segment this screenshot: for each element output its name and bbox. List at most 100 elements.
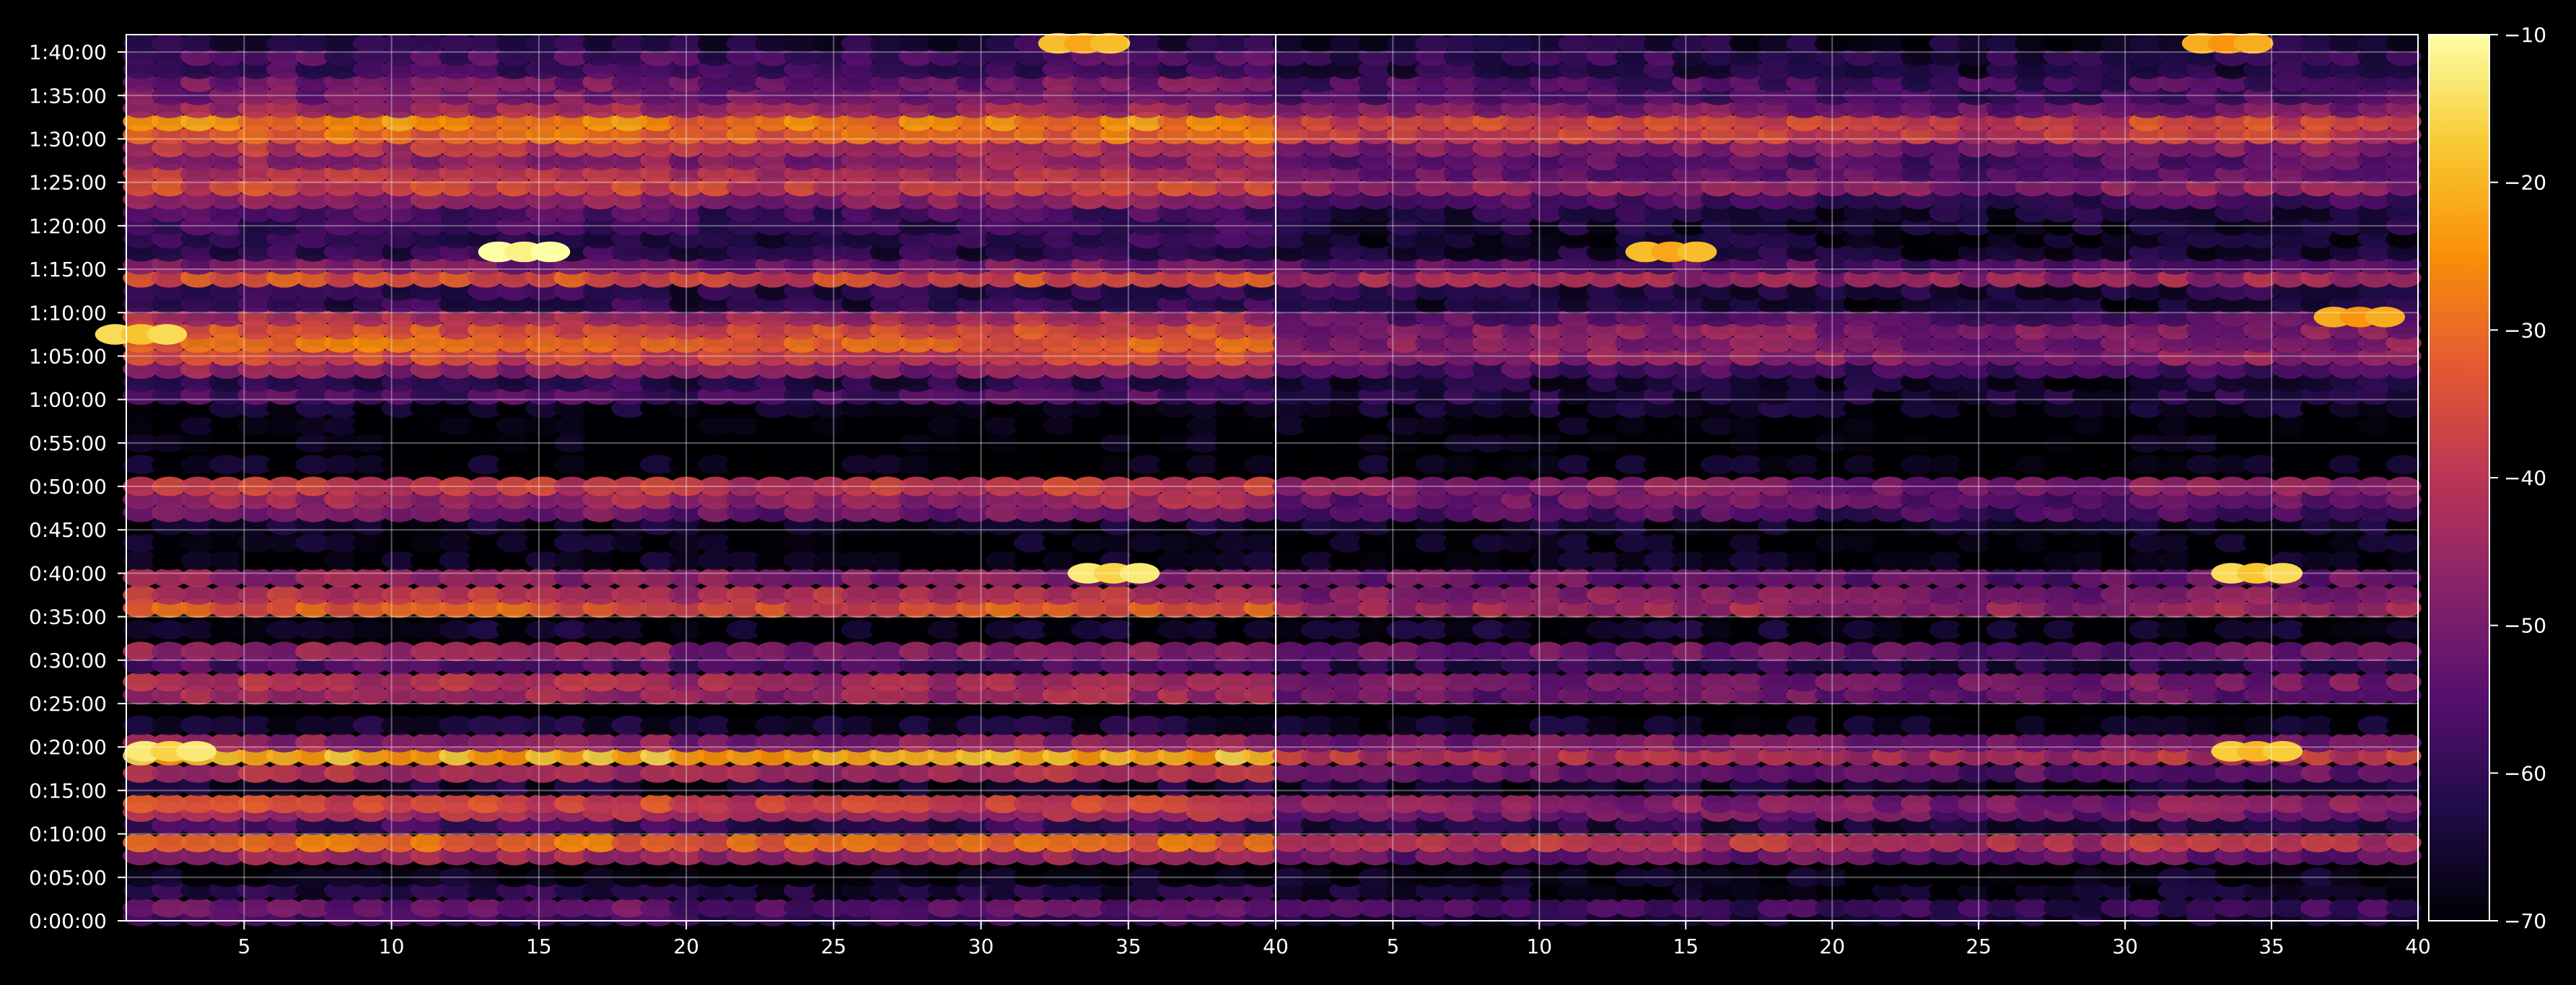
heatmap-cell bbox=[1129, 476, 1165, 496]
heatmap-cell bbox=[869, 642, 906, 662]
heatmap-cell bbox=[209, 763, 245, 783]
heatmap-cell bbox=[726, 455, 762, 475]
heatmap-cell bbox=[1042, 898, 1079, 918]
heatmap-cell bbox=[525, 433, 561, 453]
heatmap-cell bbox=[439, 867, 475, 888]
heatmap-cell bbox=[726, 568, 762, 587]
x-tick-label: 30 bbox=[968, 934, 994, 958]
heatmap-cell bbox=[1071, 455, 1107, 475]
heatmap-cell bbox=[553, 672, 590, 692]
heatmap-cell bbox=[237, 550, 273, 570]
heatmap-cell bbox=[697, 433, 734, 453]
heatmap-cell bbox=[237, 833, 273, 853]
heatmap-cell bbox=[668, 898, 705, 918]
heatmap-cell bbox=[1157, 867, 1193, 888]
heatmap-cell bbox=[784, 620, 820, 640]
heatmap-cell bbox=[324, 763, 360, 783]
heatmap-cell bbox=[152, 898, 188, 918]
heatmap-cell bbox=[668, 476, 705, 496]
heatmap-cell bbox=[869, 455, 906, 475]
heatmap-cell bbox=[352, 732, 389, 753]
heatmap-cell bbox=[726, 867, 762, 888]
heatmap-cell bbox=[1042, 585, 1079, 605]
heatmap-cell bbox=[468, 672, 504, 692]
x-tick-label: 20 bbox=[673, 934, 699, 958]
heatmap-cell bbox=[956, 732, 992, 753]
colorbar-tick-label: −60 bbox=[2504, 761, 2546, 785]
heatmap-cell bbox=[1129, 433, 1165, 453]
heatmap-cell bbox=[1129, 416, 1165, 436]
heatmap-cell bbox=[1129, 794, 1165, 813]
heatmap-cell bbox=[1157, 672, 1193, 692]
heatmap-cell bbox=[266, 416, 302, 436]
heatmap-cell bbox=[324, 550, 360, 570]
heatmap-cell bbox=[1157, 620, 1193, 640]
heatmap-cell bbox=[468, 620, 504, 640]
heatmap-cell bbox=[611, 585, 647, 605]
heatmap-cell bbox=[582, 585, 618, 605]
heatmap-cell bbox=[439, 568, 475, 587]
heatmap-cell bbox=[468, 833, 504, 853]
heatmap-cell bbox=[869, 568, 906, 587]
heatmap-panel-1 bbox=[95, 32, 1279, 927]
heatmap-cell bbox=[553, 585, 590, 605]
heatmap-cell bbox=[1186, 833, 1222, 853]
heatmap-cell bbox=[755, 533, 791, 553]
heatmap-cell bbox=[898, 455, 934, 475]
heatmap-cell bbox=[1042, 732, 1079, 753]
heatmap-cell bbox=[869, 550, 906, 570]
heatmap-cell bbox=[439, 732, 475, 753]
heatmap-cell bbox=[985, 672, 1021, 692]
heatmap-cell bbox=[525, 550, 561, 570]
heatmap-cell bbox=[869, 585, 906, 605]
heatmap-cell bbox=[898, 620, 934, 640]
heatmap-cell bbox=[1243, 568, 1279, 587]
x-tick-label: 40 bbox=[1263, 934, 1289, 958]
heatmap-cell bbox=[152, 642, 188, 662]
heatmap-cell bbox=[640, 715, 676, 735]
heatmap-cell bbox=[668, 416, 705, 436]
heatmap-cell bbox=[439, 898, 475, 918]
heatmap-cell bbox=[525, 715, 561, 735]
heatmap-cell bbox=[266, 433, 302, 453]
heatmap-cell bbox=[381, 763, 417, 783]
heatmap-cell bbox=[295, 763, 331, 783]
heatmap-cell bbox=[726, 715, 762, 735]
heatmap-cell bbox=[324, 476, 360, 496]
heatmap-cell bbox=[180, 568, 216, 587]
heatmap-cell bbox=[553, 533, 590, 553]
heatmap-cell bbox=[1186, 585, 1222, 605]
heatmap-cell bbox=[352, 794, 389, 813]
heatmap-cell bbox=[468, 550, 504, 570]
heatmap-cell bbox=[869, 732, 906, 753]
heatmap-cell bbox=[1129, 763, 1165, 783]
heatmap-cell bbox=[410, 867, 446, 888]
heatmap-cell bbox=[180, 585, 216, 605]
heatmap-cell bbox=[726, 620, 762, 640]
heatmap-cell bbox=[1214, 455, 1251, 475]
heatmap-cell bbox=[266, 672, 302, 692]
heatmap-cell bbox=[927, 642, 963, 662]
heatmap-cell bbox=[266, 833, 302, 853]
heatmap-cell bbox=[525, 533, 561, 553]
heatmap-cell bbox=[640, 568, 676, 587]
heatmap-cell bbox=[553, 763, 590, 783]
heatmap-cell bbox=[439, 533, 475, 553]
heatmap-cell bbox=[1071, 763, 1107, 783]
heatmap-cell bbox=[1042, 672, 1079, 692]
heatmap-cell bbox=[123, 533, 159, 553]
heatmap-cell bbox=[1042, 476, 1079, 496]
x-tick-label: 5 bbox=[1386, 934, 1399, 958]
heatmap-cell bbox=[582, 416, 618, 436]
heatmap-cell bbox=[1013, 585, 1050, 605]
heatmap-cell bbox=[640, 672, 676, 692]
heatmap-cell bbox=[410, 533, 446, 553]
heatmap-cell bbox=[668, 550, 705, 570]
heatmap-cell bbox=[812, 715, 849, 735]
heatmap-cell bbox=[525, 763, 561, 783]
heatmap-cell bbox=[898, 585, 934, 605]
heatmap-cell bbox=[1157, 550, 1193, 570]
heatmap-cell bbox=[123, 620, 159, 640]
y-tick-label: 0:20:00 bbox=[29, 735, 107, 759]
heatmap-cell bbox=[439, 585, 475, 605]
